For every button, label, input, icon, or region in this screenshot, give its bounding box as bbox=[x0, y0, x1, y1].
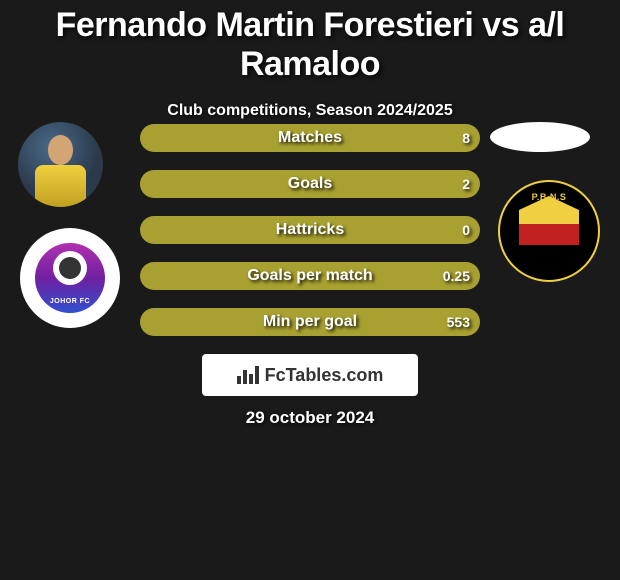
comparison-subtitle: Club competitions, Season 2024/2025 bbox=[0, 102, 620, 120]
stat-value-right: 553 bbox=[447, 308, 470, 336]
player-right-photo bbox=[490, 122, 590, 152]
branding-text: FcTables.com bbox=[265, 365, 384, 386]
chart-icon bbox=[237, 366, 259, 384]
club-left-name: JOHOR FC bbox=[50, 298, 90, 305]
stat-row: Goals per match0.25 bbox=[140, 262, 480, 290]
club-right-logo: P.B.N.S bbox=[498, 180, 600, 282]
stat-label: Hattricks bbox=[140, 216, 480, 244]
stat-value-right: 8 bbox=[462, 124, 470, 152]
club-left-logo: JOHOR FC bbox=[20, 228, 120, 328]
stat-value-right: 0.25 bbox=[443, 262, 470, 290]
stats-container: Matches8Goals2Hattricks0Goals per match0… bbox=[140, 124, 480, 354]
stat-label: Matches bbox=[140, 124, 480, 152]
stat-value-right: 0 bbox=[462, 216, 470, 244]
stat-value-right: 2 bbox=[462, 170, 470, 198]
stat-label: Min per goal bbox=[140, 308, 480, 336]
player-left-photo bbox=[18, 122, 103, 207]
stat-label: Goals per match bbox=[140, 262, 480, 290]
stat-row: Goals2 bbox=[140, 170, 480, 198]
comparison-title: Fernando Martin Forestieri vs a/l Ramalo… bbox=[0, 0, 620, 84]
stat-row: Matches8 bbox=[140, 124, 480, 152]
branding-badge: FcTables.com bbox=[202, 354, 418, 396]
comparison-date: 29 october 2024 bbox=[0, 408, 620, 428]
stat-label: Goals bbox=[140, 170, 480, 198]
stat-row: Min per goal553 bbox=[140, 308, 480, 336]
stat-row: Hattricks0 bbox=[140, 216, 480, 244]
